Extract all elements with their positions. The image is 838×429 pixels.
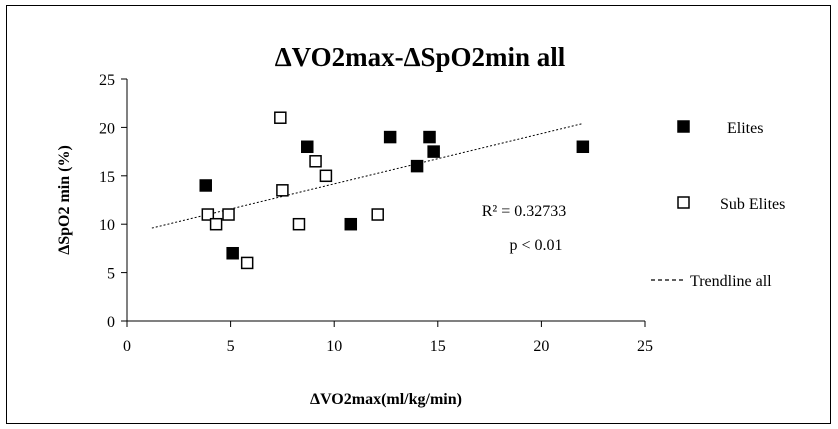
point-elites: [576, 140, 590, 154]
legend-marker-sub-elites: [677, 196, 690, 209]
chart-title: ΔVO2max-ΔSpO2min all: [275, 42, 566, 72]
y-tick-label: 20: [99, 120, 115, 137]
chart-frame: [6, 5, 831, 424]
axes: 0 5 10 15 20 25 0 5 10 15 20 25: [99, 72, 653, 355]
point-sub-elites: [201, 208, 215, 221]
y-axis-label: ΔSpO2 min (%): [56, 145, 73, 255]
x-tick-label: 15: [430, 338, 446, 355]
point-sub-elites: [222, 208, 235, 221]
legend-label-trendline: Trendline all: [690, 273, 772, 290]
point-sub-elites: [209, 217, 223, 231]
legend-label-elites: Elites: [727, 120, 763, 137]
y-tick-label: 25: [99, 72, 115, 89]
x-tick-label: 20: [533, 338, 549, 355]
point-elites: [344, 217, 358, 231]
legend: Elites Sub Elites Trendline all: [651, 120, 785, 290]
x-tick-label: 10: [326, 338, 342, 355]
point-elites: [410, 159, 424, 173]
data-points: [199, 111, 590, 270]
x-tick-label: 0: [123, 338, 131, 355]
x-axis-label: ΔVO2max(ml/kg/min): [310, 391, 462, 408]
point-sub-elites: [371, 208, 384, 221]
point-elites: [383, 130, 397, 144]
point-sub-elites: [309, 155, 322, 168]
y-tick-label: 0: [107, 314, 115, 331]
y-tick-label: 5: [107, 266, 115, 283]
point-sub-elites: [319, 169, 333, 183]
legend-label-sub-elites: Sub Elites: [720, 196, 785, 213]
point-sub-elites: [240, 256, 254, 270]
y-tick-label: 15: [99, 169, 115, 186]
point-sub-elites: [276, 184, 289, 197]
y-tick-label: 10: [99, 217, 115, 234]
x-tick-label: 25: [637, 338, 653, 355]
point-elites: [199, 179, 212, 192]
x-tick-label: 5: [227, 338, 235, 355]
point-elites: [423, 130, 436, 144]
annotation-p-value: p < 0.01: [509, 237, 562, 254]
point-sub-elites: [274, 111, 287, 124]
point-elites: [226, 246, 239, 260]
point-sub-elites: [292, 217, 306, 231]
point-elites: [301, 140, 314, 154]
annotation-r-squared: R² = 0.32733: [482, 203, 567, 220]
point-elites: [427, 145, 440, 158]
legend-marker-elites: [677, 120, 690, 133]
